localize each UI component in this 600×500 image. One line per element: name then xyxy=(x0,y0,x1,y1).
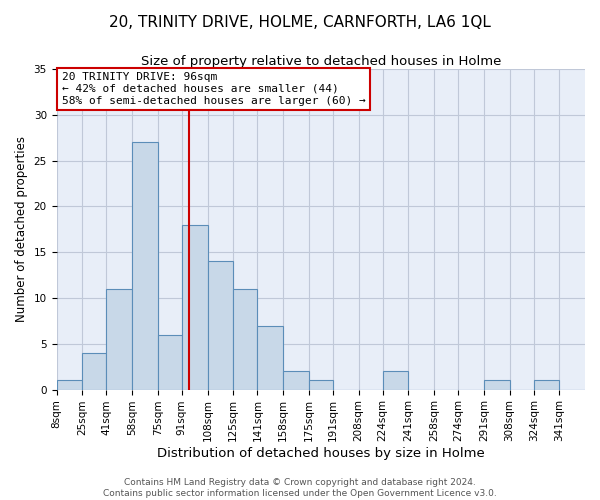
Bar xyxy=(106,289,132,390)
Bar xyxy=(56,380,82,390)
Text: 20, TRINITY DRIVE, HOLME, CARNFORTH, LA6 1QL: 20, TRINITY DRIVE, HOLME, CARNFORTH, LA6… xyxy=(109,15,491,30)
Bar xyxy=(182,225,208,390)
Bar xyxy=(233,289,257,390)
Bar xyxy=(208,262,233,390)
Bar xyxy=(257,326,283,390)
X-axis label: Distribution of detached houses by size in Holme: Distribution of detached houses by size … xyxy=(157,447,485,460)
Bar xyxy=(308,380,333,390)
Bar xyxy=(158,334,182,390)
Bar xyxy=(132,142,158,390)
Title: Size of property relative to detached houses in Holme: Size of property relative to detached ho… xyxy=(140,55,501,68)
Bar xyxy=(383,372,409,390)
Bar xyxy=(283,372,308,390)
Bar xyxy=(484,380,509,390)
Bar xyxy=(533,380,559,390)
Bar xyxy=(82,353,106,390)
Text: Contains HM Land Registry data © Crown copyright and database right 2024.
Contai: Contains HM Land Registry data © Crown c… xyxy=(103,478,497,498)
Y-axis label: Number of detached properties: Number of detached properties xyxy=(15,136,28,322)
Text: 20 TRINITY DRIVE: 96sqm
← 42% of detached houses are smaller (44)
58% of semi-de: 20 TRINITY DRIVE: 96sqm ← 42% of detache… xyxy=(62,72,365,106)
